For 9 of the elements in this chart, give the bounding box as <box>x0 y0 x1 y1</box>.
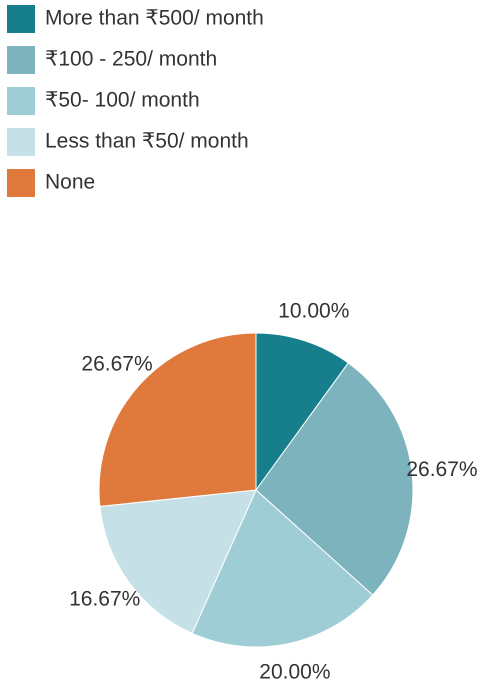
data-label: 10.00% <box>278 300 350 323</box>
data-label: 26.67% <box>81 352 153 376</box>
data-label: 16.67% <box>69 587 140 610</box>
legend-label: ₹50- 100/ month <box>45 88 200 112</box>
data-label: 20.00% <box>259 660 331 681</box>
legend-label: More than ₹500/ month <box>45 6 264 30</box>
legend-label: ₹100 - 250/ month <box>45 48 218 71</box>
legend-label: Less than ₹50/ month <box>45 130 249 153</box>
legend-label: None <box>45 170 96 194</box>
